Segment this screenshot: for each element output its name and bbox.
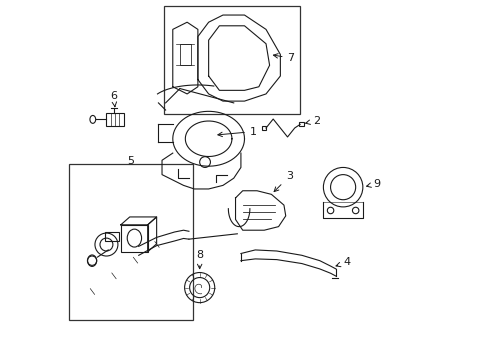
Text: 7: 7 (273, 53, 294, 63)
Bar (163, 6, 300, 114)
Bar (121, 225, 147, 252)
Bar (106, 113, 124, 126)
Text: 3: 3 (274, 171, 292, 192)
Text: 1: 1 (218, 127, 256, 137)
Bar (104, 232, 119, 241)
Text: 8: 8 (196, 250, 203, 269)
Text: 2: 2 (305, 116, 319, 126)
Bar (261, 126, 265, 130)
Text: 4: 4 (335, 257, 349, 267)
Text: 5: 5 (127, 156, 134, 166)
Text: 6: 6 (110, 91, 117, 107)
Bar (69, 164, 192, 320)
Bar (299, 122, 303, 126)
Bar (180, 44, 190, 65)
Text: 9: 9 (366, 179, 380, 189)
